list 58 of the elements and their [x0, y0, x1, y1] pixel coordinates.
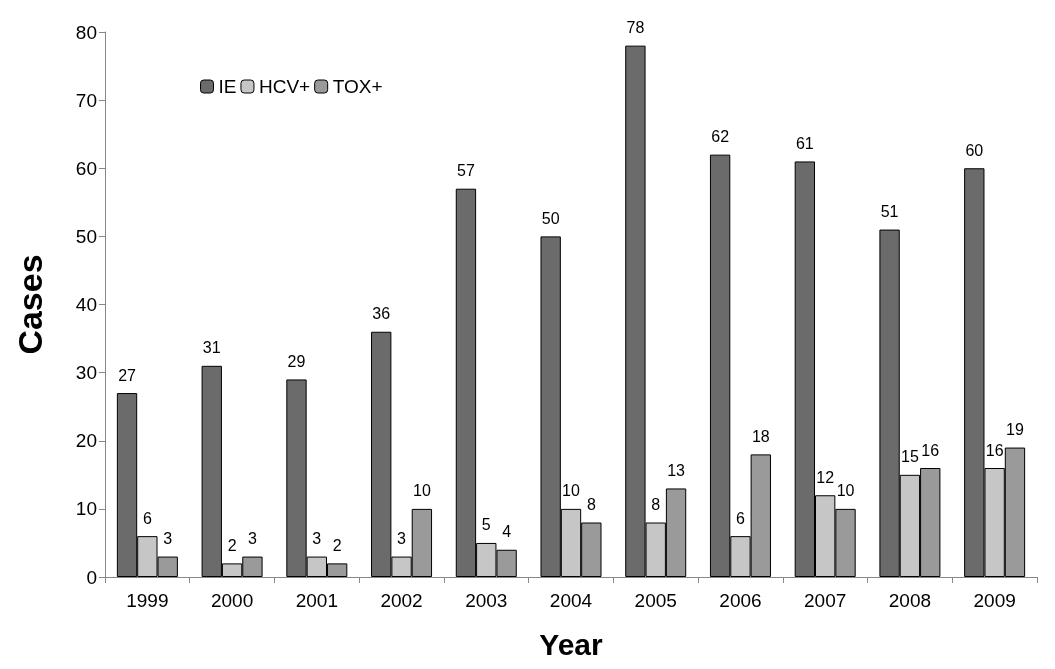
x-tick-label: 1999 [126, 590, 169, 611]
data-label: 57 [457, 162, 475, 180]
data-label: 36 [372, 305, 391, 323]
x-tick-label: 2004 [549, 590, 593, 611]
x-tick-label: 2000 [210, 590, 254, 611]
y-axis-title: Cases [11, 254, 49, 355]
data-label: 78 [626, 19, 645, 37]
data-label: 3 [163, 530, 173, 548]
data-label: 61 [795, 134, 814, 152]
legend-label: TOX+ [332, 76, 383, 97]
data-label: 12 [816, 468, 835, 486]
data-label: 10 [836, 482, 855, 500]
data-label: 6 [736, 509, 745, 527]
data-label: 16 [985, 441, 1004, 459]
data-label: 18 [751, 427, 770, 445]
data-label: 19 [1006, 421, 1024, 439]
data-label: 62 [711, 128, 730, 146]
y-tick-label: 0 [86, 566, 97, 588]
data-label: 51 [880, 203, 899, 221]
y-tick-label: 20 [75, 430, 97, 452]
legend-label: IE [218, 76, 237, 97]
data-label: 5 [481, 516, 491, 534]
data-label: 29 [287, 352, 306, 370]
data-label: 2 [227, 536, 237, 554]
y-tick-label: 80 [75, 21, 97, 43]
x-tick-label: 2008 [888, 590, 932, 611]
data-label: 3 [397, 530, 407, 548]
data-label: 27 [118, 366, 137, 384]
y-tick-label: 10 [75, 498, 97, 520]
data-label: 31 [202, 339, 221, 357]
data-label: 60 [965, 141, 984, 159]
x-axis-title: Year [539, 627, 604, 661]
data-label: 10 [562, 482, 580, 500]
data-label: 3 [312, 530, 322, 548]
x-tick-label: 2009 [973, 590, 1016, 611]
data-label: 50 [541, 209, 560, 227]
data-label: 4 [502, 523, 512, 541]
x-tick-label: 2001 [295, 590, 338, 611]
y-tick-label: 70 [75, 89, 97, 111]
x-tick-label: 2002 [380, 590, 423, 611]
data-label: 8 [651, 496, 661, 513]
data-label: 8 [586, 496, 596, 513]
data-label: 3 [247, 530, 257, 548]
y-tick-label: 50 [75, 225, 97, 247]
x-tick-label: 2006 [719, 590, 762, 611]
data-label: 10 [412, 482, 431, 500]
data-label: 2 [332, 536, 342, 554]
data-label: 6 [142, 509, 152, 527]
x-tick-label: 2005 [634, 590, 677, 611]
x-tick-label: 2003 [465, 590, 508, 611]
data-label: 16 [921, 441, 940, 459]
data-label: 13 [667, 461, 686, 479]
y-tick-label: 40 [75, 294, 97, 315]
data-label: 15 [901, 448, 919, 466]
x-tick-label: 2007 [804, 590, 847, 611]
y-tick-label: 60 [75, 157, 97, 179]
y-tick-label: 30 [75, 362, 97, 384]
legend-label: HCV+ [258, 76, 311, 97]
